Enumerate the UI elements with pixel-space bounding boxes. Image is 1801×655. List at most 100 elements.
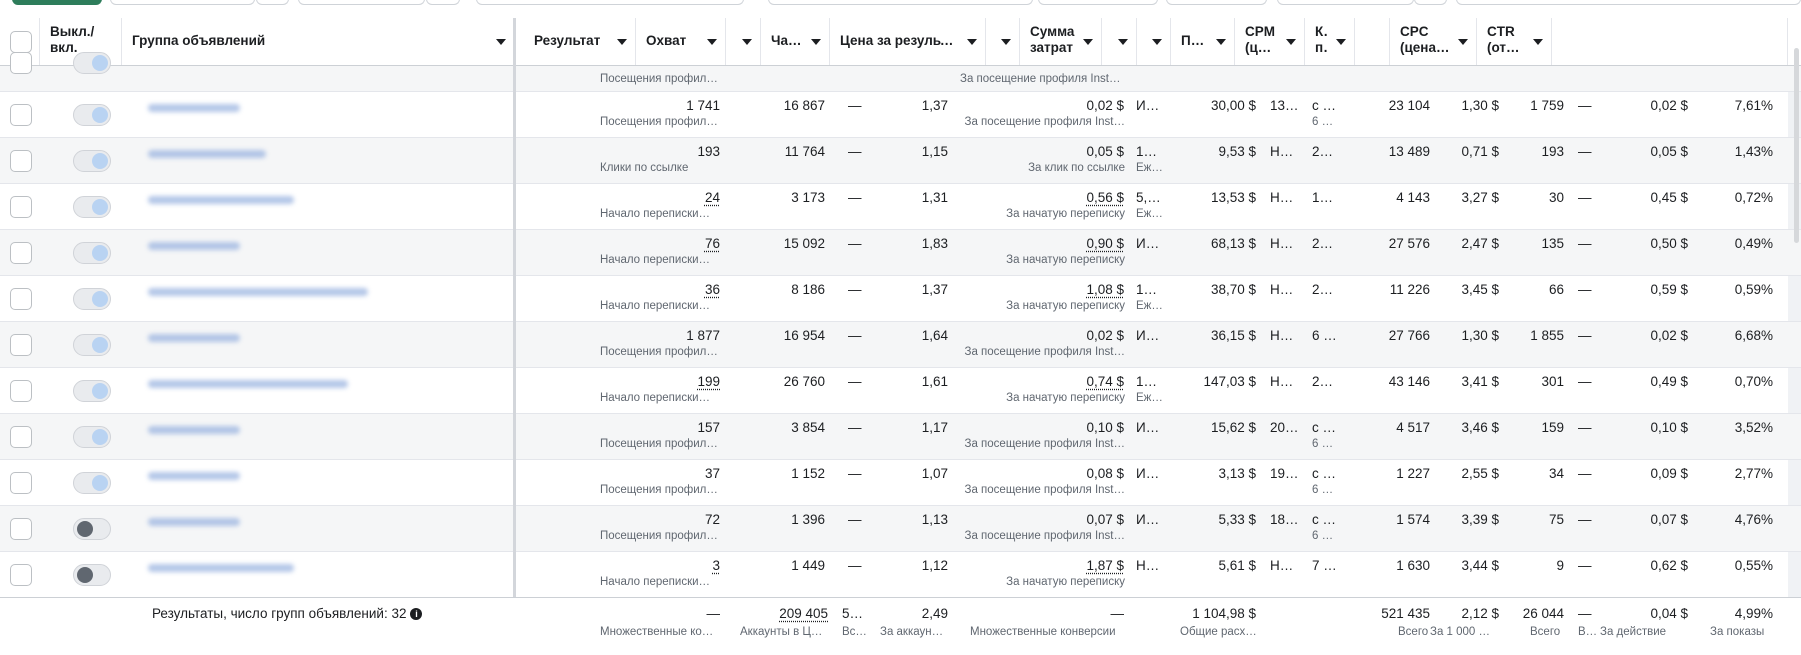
row-toggle[interactable] [73,242,111,264]
header-result[interactable]: Результат [518,18,636,65]
row-checkbox[interactable] [10,196,32,218]
row-checkbox[interactable] [10,150,32,172]
cell-result-value[interactable]: 24 [705,190,720,205]
toolbar-dropdown-2[interactable] [426,0,460,5]
header-adset-name[interactable]: Группа объявлений [122,18,515,65]
caret-down-icon[interactable] [1336,39,1346,45]
row-toggle[interactable] [73,196,111,218]
adset-name-link[interactable] [148,518,240,526]
row-toggle[interactable] [73,472,111,494]
header-cpc[interactable]: CPC (цена з… [1390,18,1477,65]
caret-down-icon[interactable] [617,39,627,45]
table-row[interactable]: 157 3 854 — 1,17 0,10 $ И… 15,62 $ 20… с … 4 517 3… [0,414,1801,460]
column-freeze-divider[interactable] [513,18,516,655]
adset-name-link[interactable] [148,150,266,158]
caret-down-icon[interactable] [1118,39,1128,45]
row-checkbox[interactable] [10,52,32,74]
header-frequency[interactable]: Частот [761,18,830,65]
toolbar-button-3[interactable] [476,0,744,5]
table-row[interactable]: 24 3 173 — 1,31 0,56 $ 5,… 13,53 $ Н… 1… 4 143 3,2… [0,184,1801,230]
toolbar-button-1[interactable] [110,0,255,5]
toolbar-dropdown-3[interactable] [1414,0,1447,5]
cell-cpr-value[interactable]: 1,08 $ [1086,282,1124,297]
row-checkbox[interactable] [10,334,32,356]
cell-cpr-value[interactable]: 1,87 $ [1086,558,1124,573]
caret-down-icon[interactable] [707,39,717,45]
header-col-i[interactable]: I [726,18,761,65]
table-row[interactable]: 1 741 16 867 — 1,37 0,02 $ И… 30,00 $ 13… с … 23 … [0,92,1801,138]
row-toggle[interactable] [73,564,111,586]
header-spend[interactable]: Сумма затрат [1020,18,1102,65]
cell-cpr-value[interactable]: 0,90 $ [1086,236,1124,251]
caret-down-icon[interactable] [742,39,752,45]
caret-down-icon[interactable] [967,39,977,45]
adset-name-link[interactable] [148,426,240,434]
cell-cpr-value[interactable]: 0,74 $ [1086,374,1124,389]
header-col-i2[interactable]: I [1137,18,1171,65]
table-row[interactable]: 199 26 760 — 1,61 0,74 $ 1… 147,03 $ Н… 2… 43 146… [0,368,1801,414]
caret-down-icon[interactable] [811,39,821,45]
header-col-b[interactable]: Б [986,18,1020,65]
row-checkbox[interactable] [10,472,32,494]
caret-down-icon[interactable] [1286,39,1296,45]
row-toggle[interactable] [73,380,111,402]
row-checkbox[interactable] [10,426,32,448]
row-toggle[interactable] [73,334,111,356]
create-button[interactable] [12,0,102,5]
caret-down-icon[interactable] [1458,39,1468,45]
row-checkbox[interactable] [10,288,32,310]
header-ctr[interactable]: CTR (отн… [1477,18,1552,65]
vertical-scrollbar[interactable] [1794,48,1799,243]
caret-down-icon[interactable] [1083,39,1093,45]
caret-down-icon[interactable] [1001,39,1011,45]
row-toggle[interactable] [73,518,111,540]
header-cost-per-result[interactable]: Цена за результат [830,18,986,65]
adset-name-link[interactable] [148,472,240,480]
toolbar-button-6[interactable] [1166,0,1267,5]
cell-result-value[interactable]: 76 [705,236,720,251]
row-toggle[interactable] [73,426,111,448]
header-impressions[interactable]: Показ [1171,18,1235,65]
row-checkbox[interactable] [10,104,32,126]
table-row[interactable]: 3 1 449 — 1,12 1,87 $ Н… 5,61 $ Н… 7 … 1 630 3,44 … [0,552,1801,598]
row-toggle[interactable] [73,52,111,74]
toolbar-button-8[interactable] [1456,0,1801,5]
adset-name-link[interactable] [148,288,368,296]
header-clicks[interactable]: Кли п… [1305,18,1355,65]
toolbar-button-7[interactable] [1277,0,1414,5]
toolbar-button-5[interactable] [1038,0,1158,5]
adset-name-link[interactable] [148,104,240,112]
toolbar-button-2[interactable] [298,0,425,5]
caret-down-icon[interactable] [1152,39,1162,45]
row-checkbox[interactable] [10,380,32,402]
table-row[interactable]: 36 8 186 — 1,37 1,08 $ 1… 38,70 $ Н… 2… 11 226 3,4… [0,276,1801,322]
row-checkbox[interactable] [10,518,32,540]
table-row[interactable]: 72 1 396 — 1,13 0,07 $ И… 5,33 $ 18… с … 1 574 3,3… [0,506,1801,552]
table-row[interactable]: 193 11 764 — 1,15 0,05 $ 1… 9,53 $ Н… 2… 13 489 0,… [0,138,1801,184]
table-row-partial[interactable]: Посещения профил… За посещение профиля I… [0,66,1801,92]
row-toggle[interactable] [73,150,111,172]
header-col-e[interactable]: Э [1102,18,1137,65]
adset-name-link[interactable] [148,564,294,572]
cell-cpr-value[interactable]: 0,56 $ [1086,190,1124,205]
row-toggle[interactable] [73,288,111,310]
caret-down-icon[interactable] [1533,39,1543,45]
table-row[interactable]: 37 1 152 — 1,07 0,08 $ И… 3,13 $ 19… с … 1 227 2,5… [0,460,1801,506]
table-row[interactable]: 76 15 092 — 1,83 0,90 $ И… 68,13 $ Н… 2… 27 576 2,… [0,230,1801,276]
summary-reach[interactable]: 209 405 [728,606,828,621]
toolbar-dropdown-1[interactable] [256,0,289,5]
select-all-checkbox[interactable] [10,31,32,53]
adset-name-link[interactable] [148,380,348,388]
toolbar-button-4[interactable] [768,0,1033,5]
header-reach[interactable]: Охват [636,18,726,65]
header-col-h[interactable]: Н в [1355,18,1390,65]
adset-name-link[interactable] [148,334,240,342]
cell-result-value[interactable]: 36 [705,282,720,297]
adset-name-link[interactable] [148,196,294,204]
adset-name-link[interactable] [148,242,240,250]
row-toggle[interactable] [73,104,111,126]
cell-result-value[interactable]: 3 [712,558,720,573]
caret-down-icon[interactable] [1216,39,1226,45]
caret-down-icon[interactable] [496,39,506,45]
table-row[interactable]: 1 877 16 954 — 1,64 0,02 $ И… 36,15 $ Н… 6 … 27 7… [0,322,1801,368]
